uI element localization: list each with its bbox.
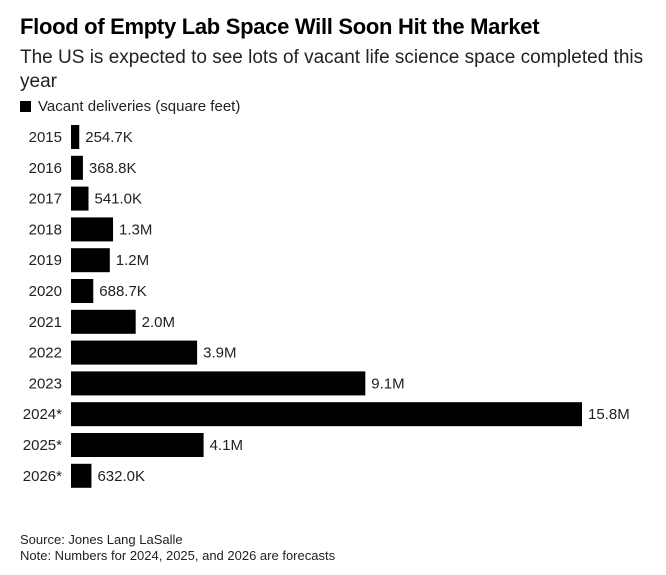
tick-label: 2021 xyxy=(29,314,62,331)
tick-label: 2017 xyxy=(29,191,62,208)
bar xyxy=(71,340,198,365)
data-label: 3.9M xyxy=(203,345,236,362)
legend: Vacant deliveries (square feet) xyxy=(20,98,240,115)
bar xyxy=(71,402,582,427)
data-label: 254.7K xyxy=(85,129,133,146)
bar xyxy=(71,186,89,211)
tick-label: 2024* xyxy=(23,406,62,423)
bar xyxy=(71,433,204,457)
tick-label: 2025* xyxy=(23,437,62,454)
data-label: 2.0M xyxy=(142,314,175,331)
data-label: 15.8M xyxy=(588,406,630,423)
tick-label: 2026* xyxy=(23,468,62,485)
tick-label: 2018 xyxy=(29,221,62,238)
tick-label: 2015 xyxy=(29,129,62,146)
bar xyxy=(71,371,366,396)
forecast-note: Note: Numbers for 2024, 2025, and 2026 a… xyxy=(20,548,336,563)
data-label: 541.0K xyxy=(94,191,142,208)
bar xyxy=(71,309,136,334)
data-label: 1.3M xyxy=(119,221,152,238)
bar xyxy=(71,248,110,273)
legend-swatch xyxy=(20,101,31,112)
tick-label: 2020 xyxy=(29,283,62,300)
bar xyxy=(71,125,80,149)
source-note: Source: Jones Lang LaSalle xyxy=(20,532,183,547)
bar xyxy=(71,463,92,488)
data-label: 632.0K xyxy=(97,468,145,485)
tick-label: 2022 xyxy=(29,345,62,362)
tick-label: 2016 xyxy=(29,160,62,177)
data-label: 9.1M xyxy=(371,375,404,392)
tick-label: 2019 xyxy=(29,252,62,269)
chart-subtitle: The US is expected to see lots of vacant… xyxy=(20,47,644,92)
tick-label: 2023 xyxy=(29,375,62,392)
data-label: 1.2M xyxy=(116,252,149,269)
bar xyxy=(71,279,94,303)
chart-title: Flood of Empty Lab Space Will Soon Hit t… xyxy=(20,14,540,39)
legend-label: Vacant deliveries (square feet) xyxy=(38,98,241,115)
footer: Source: Jones Lang LaSalle Note: Numbers… xyxy=(20,532,335,564)
bar xyxy=(71,155,83,180)
bar-chart: 2015 254.7K 2016 368.8K 2017 541.0K 2018 1.3M 20… xyxy=(23,125,630,488)
data-label: 368.8K xyxy=(89,160,137,177)
data-label: 688.7K xyxy=(99,283,147,300)
data-label: 4.1M xyxy=(210,437,243,454)
bar xyxy=(71,217,114,242)
